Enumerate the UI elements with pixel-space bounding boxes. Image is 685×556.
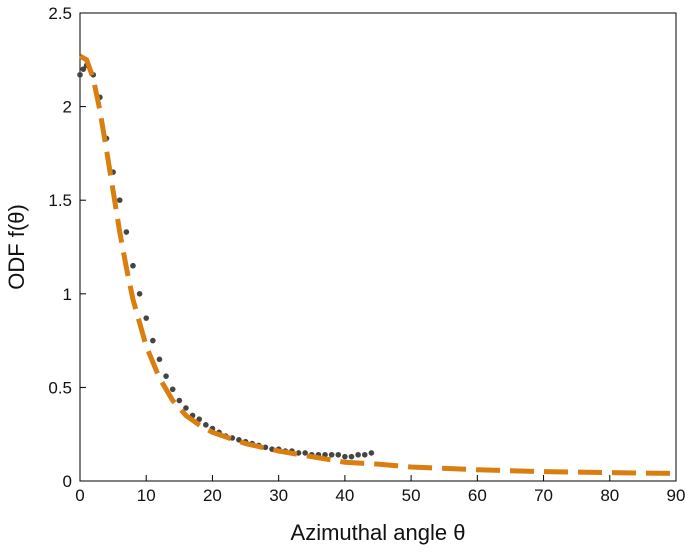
y-tick-label: 1 [63, 285, 72, 304]
y-tick-label: 2 [63, 98, 72, 117]
x-tick-label: 20 [203, 486, 222, 505]
y-tick-label: 1.5 [48, 191, 72, 210]
plot-frame [79, 12, 677, 482]
x-tick-label: 40 [335, 486, 354, 505]
y-tick-label: 0 [63, 472, 72, 491]
data-point [176, 397, 183, 404]
fit-line [78, 53, 677, 477]
data-point [368, 450, 375, 456]
data-point [342, 453, 348, 460]
data-point [328, 451, 335, 458]
data-point [136, 291, 143, 297]
data-point [77, 71, 83, 78]
data-point [156, 356, 163, 363]
x-tick-label: 50 [402, 486, 421, 505]
data-point [295, 450, 302, 456]
data-point [163, 373, 169, 379]
data-point [80, 66, 87, 72]
data-point [123, 229, 130, 235]
x-tick-label: 60 [468, 486, 487, 505]
y-axis-label: ODF f(θ) [4, 204, 29, 290]
data-point [143, 315, 150, 321]
x-tick-label: 70 [534, 486, 553, 505]
x-tick-label: 0 [75, 486, 84, 505]
data-point [150, 337, 156, 344]
data-point [196, 416, 202, 423]
data-point [236, 437, 242, 443]
data-point [302, 450, 308, 456]
data-point [203, 422, 209, 428]
y-tick-label: 0.5 [48, 378, 72, 397]
data-point [130, 262, 136, 269]
y-tick-label: 2.5 [48, 4, 72, 23]
data-point [361, 451, 368, 458]
data-point [355, 451, 361, 458]
x-tick-label: 80 [600, 486, 619, 505]
data-point [116, 197, 123, 203]
data-point [262, 444, 269, 451]
data-point [348, 453, 355, 460]
data-point [169, 386, 176, 393]
x-tick-label: 30 [269, 486, 288, 505]
data-point [183, 405, 189, 411]
x-tick-label: 90 [667, 486, 685, 505]
x-tick-label: 10 [137, 486, 156, 505]
data-point [335, 451, 342, 458]
x-axis-label: Azimuthal angle θ [291, 520, 466, 545]
